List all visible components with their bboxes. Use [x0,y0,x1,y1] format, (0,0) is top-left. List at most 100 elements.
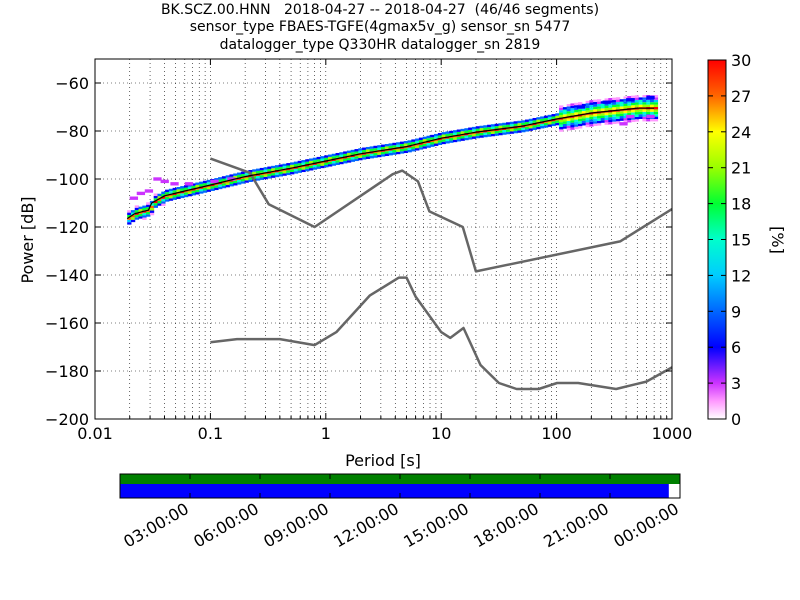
psd-cell [183,194,189,198]
psd-cell [570,103,575,106]
psd-cell [134,214,140,218]
psd-cell [138,213,143,217]
psd-cell [407,149,412,153]
psd-cell [604,120,609,123]
psd-cell [642,99,647,103]
psd-cell [589,121,594,125]
psd-cell [653,95,659,98]
psd-cell [237,182,242,185]
psd-cell [271,175,276,178]
psd-cell [221,183,227,186]
coverage-time-label: 18:00:00 [470,499,542,551]
psd-cell [358,155,363,158]
psd-cell [415,138,420,141]
psd-cell [335,162,340,165]
psd-cell [646,104,651,107]
psd-cell [456,131,462,135]
psd-cell [202,187,208,191]
psd-cell [142,215,147,218]
psd-cell [615,116,621,119]
psd-cell [206,182,212,185]
y-axis-label: Power [dB] [18,196,37,283]
psd-cell [138,206,143,210]
psd-cell [210,186,215,189]
psd-cell [623,106,628,109]
colorbar-tick-label: 30 [731,51,751,70]
psd-cell [244,177,249,181]
psd-cell [653,107,659,110]
psd-cell [127,215,132,218]
psd-cell [468,127,473,130]
psd-cell [578,118,583,122]
psd-outlier-cell [626,114,635,119]
colorbar-tick-label: 21 [731,159,751,178]
psd-cell [290,169,295,172]
psd-cell [532,127,537,130]
psd-cell [585,119,590,123]
high-noise-model-line [209,157,672,273]
psd-cell [358,157,363,161]
psd-outlier-cell [170,182,179,186]
psd-cell [608,107,613,111]
psd-cell [403,143,409,146]
psd-cell [392,145,397,148]
psd-cell [604,103,609,106]
psd-cell [615,104,621,107]
psd-cell [593,106,598,110]
psd-cell [434,141,439,144]
psd-cell [479,132,484,136]
psd-cell [263,174,268,177]
psd-outlier-cell [619,122,628,126]
psd-cell [165,192,170,195]
psd-cell [324,157,329,161]
psd-cell [612,116,617,120]
psd-cell [392,150,397,153]
psd-cell [320,163,325,166]
psd-cell [445,133,450,137]
psd-cell [381,144,386,147]
psd-cell [161,203,166,207]
psd-cell [388,145,393,149]
psd-cell [218,177,223,180]
psd-cell [149,212,155,216]
psd-cell [191,183,196,186]
psd-cell [600,120,606,123]
psd-cell [221,178,227,182]
psd-cell [263,169,268,173]
psd-cell [513,123,518,127]
x-tick-label: 0.1 [198,424,223,443]
psd-cell [650,119,655,122]
psd-cell [600,103,606,107]
psd-cell [396,151,401,155]
psd-cell [570,108,575,111]
psd-cell [324,155,329,158]
psd-cell [434,136,439,139]
psd-cell [377,147,382,150]
psd-cell [464,128,469,131]
psd-cell [225,182,230,185]
psd-cell [305,159,310,162]
psd-cell [623,103,628,107]
psd-cell [604,122,609,125]
psd-cell [585,107,590,111]
psd-cell [566,106,571,109]
psd-cell [183,185,189,188]
psd-cell [130,214,136,218]
psd-cell [608,122,613,125]
psd-cell [426,142,431,146]
psd-cell [593,121,598,124]
psd-cell [180,186,185,189]
psd-cell [384,146,390,149]
psd-cell [381,146,386,150]
psd-cell [536,117,541,120]
psd-cell [180,195,185,199]
psd-cell [559,114,564,118]
colorbar-tick-label: 24 [731,123,751,142]
psd-cell [452,130,458,133]
psd-cell [536,126,541,130]
y-tick-label: −100 [45,170,89,189]
psd-cell [286,170,291,173]
psd-cell [475,133,481,136]
psd-cell [233,173,238,176]
psd-cell [180,188,185,191]
